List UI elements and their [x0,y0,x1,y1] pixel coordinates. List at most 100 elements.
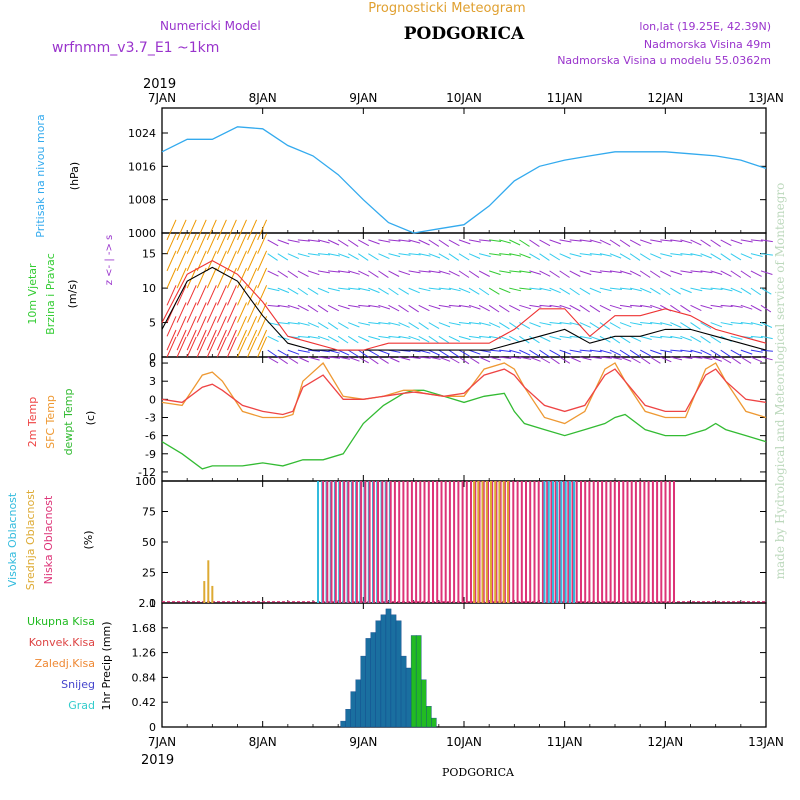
wind-barb [670,253,683,256]
credit-text: made by Hydrological and Meteorological … [773,183,787,580]
wind-barb [609,304,622,310]
wind-barb [720,253,731,261]
wind-barb [408,239,421,244]
wind-barb [599,287,612,292]
wind-barb [539,322,552,326]
wind-barb [629,349,641,358]
wind-barb [458,322,471,325]
wind-barb [287,270,299,279]
wind-barb [710,270,723,275]
wind-barb [378,349,390,355]
wind-barb [297,322,310,326]
wind-barb [549,287,561,294]
wind-barb [640,335,652,340]
wind-barb [358,287,371,292]
wind-barb [569,356,581,363]
wind-barb [348,356,360,362]
panel-frame-3 [161,480,767,604]
wind-barb [297,356,310,363]
wind-barb [529,287,542,290]
wind-barb [237,329,247,351]
wind-barb [216,250,227,272]
wind-barb [599,239,611,246]
wind-barb [650,335,663,339]
wind-barb [267,270,279,277]
wind-barb [438,270,451,275]
wind-barb [468,253,481,259]
wind-barb [307,335,320,339]
wind-barb [760,253,773,256]
wind-barb [317,239,330,244]
wind-barb [337,322,349,330]
wind-barb [257,285,268,306]
wind-barb [186,285,197,306]
pressure-ylabel-1: Pritisak na nivou mora [34,114,47,237]
y-tick-label: 1024 [128,127,156,140]
wind-barb [337,239,349,247]
wind-barb [166,329,177,351]
wind-barb [760,239,773,243]
wind-barb [640,239,652,245]
wind-barb [347,239,359,248]
wind-barb [438,356,451,362]
wind-barb [589,322,601,330]
wind-barb [408,287,420,294]
wind-barb [237,316,247,337]
wind-barb [700,322,712,329]
wind-barb [529,335,540,344]
wind-barb [700,270,713,274]
wind-barb [740,304,753,310]
location-title: PODGORICA [404,24,525,44]
precip-bar [395,620,402,728]
year-label-top: 2019 [143,77,176,92]
y-tick-label: 1.26 [132,647,157,660]
wind-barb [509,349,522,354]
wind-barb [196,329,207,351]
day-label-bottom: 9JAN [349,735,377,749]
wind-barb [428,335,439,344]
wind-barb [579,253,592,256]
wind-barb [609,322,621,329]
wind-barb [226,285,237,306]
wind-barb [559,287,571,295]
wind-barb [327,335,339,343]
wind-barb [549,356,560,365]
wind-barb [579,356,592,361]
precip-bar [400,655,407,728]
wind-barb [479,335,492,339]
wind-barb [388,270,400,277]
wind-barb [509,253,522,257]
wind-barb [378,356,389,364]
wind-barb [589,356,602,359]
wind-barb [730,239,743,245]
wind-barb [609,349,622,356]
wind-barb [277,322,290,325]
wind-barb [398,253,411,256]
precip-bar [340,720,347,728]
wind-barb [398,239,411,242]
wind-barb [539,270,551,277]
wind-barb [549,322,562,325]
wind-barb [378,239,391,243]
wind-barb [730,270,742,278]
wind-barb [489,253,502,256]
day-label-top: 9JAN [349,91,377,105]
wind-barb [559,253,571,259]
wind-barb [247,285,258,306]
wind-barb [307,253,320,256]
wind-barb [327,322,339,330]
wind-barb [388,335,401,339]
wind-barb [629,287,642,292]
temp-ylabel-1: 2m Temp [26,397,39,448]
day-label-bottom: 12JAN [647,735,683,749]
wind-barb [358,356,369,364]
wind-barb [629,253,641,261]
wind-barb [579,335,592,340]
wind-barb [710,356,722,362]
wind-barb [216,285,227,306]
wind-barb [237,250,247,272]
wind-barb [368,239,380,245]
wind-barb [680,349,693,353]
wind-barb [398,270,411,276]
wind-barb [438,239,450,248]
